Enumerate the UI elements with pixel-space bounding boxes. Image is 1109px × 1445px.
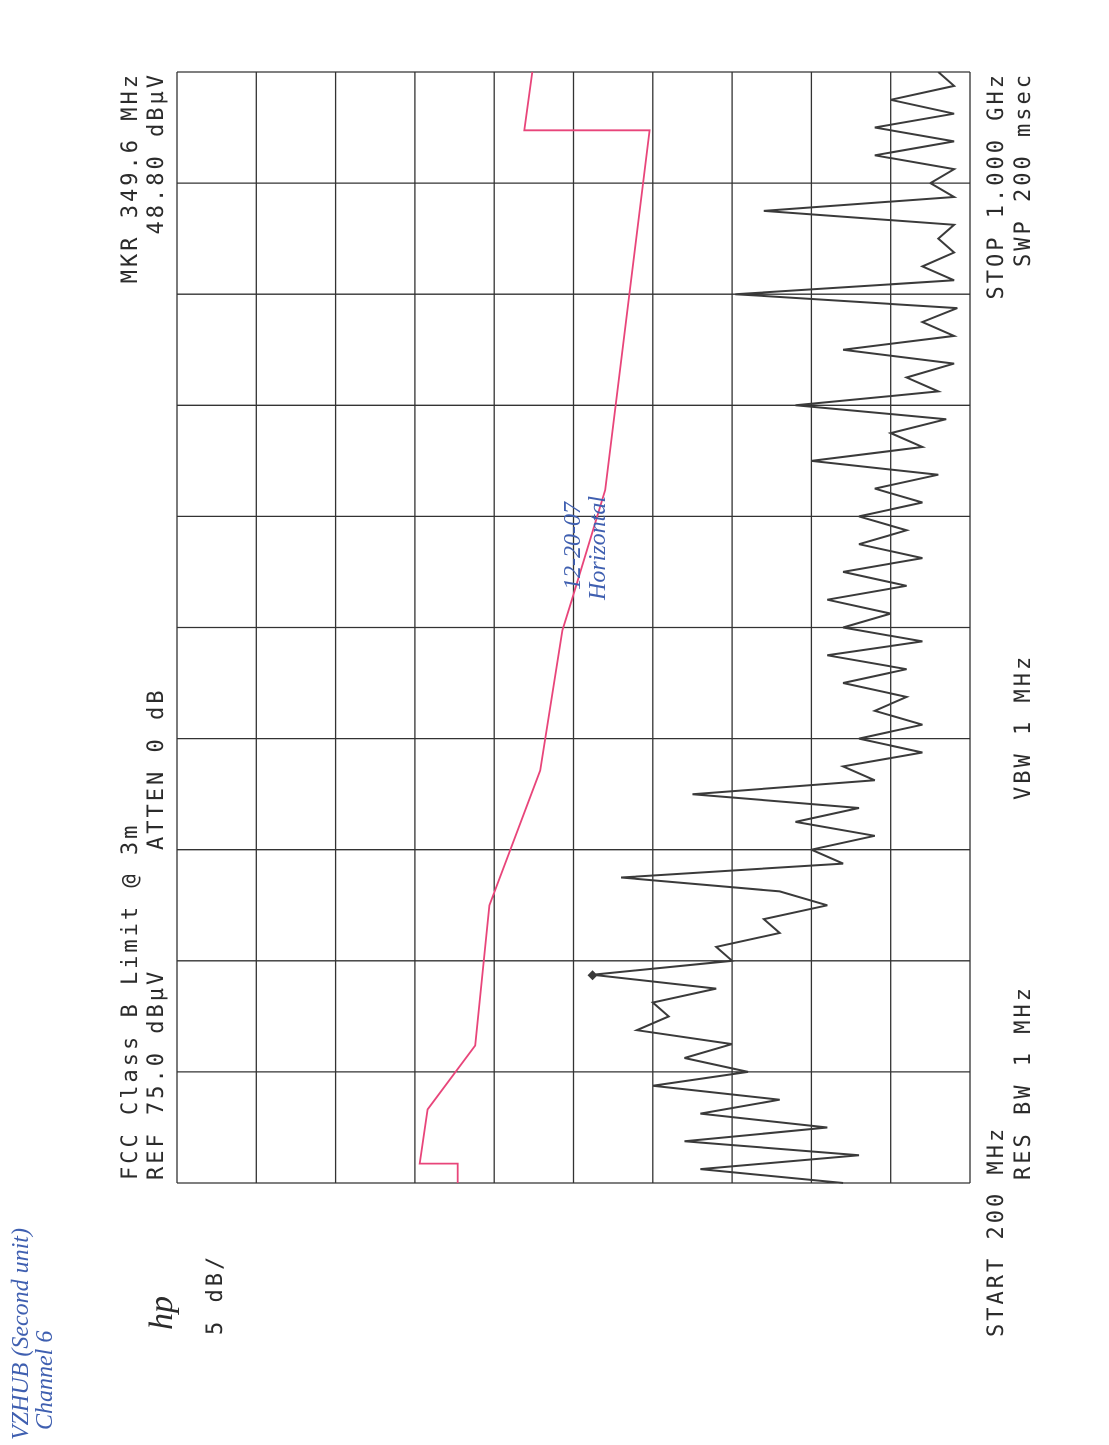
handwritten-note: VZHUB (Second unit) <box>8 1228 34 1440</box>
handwritten-date: 12-20-07 <box>560 501 586 590</box>
rbw: RES BW 1 MHz <box>1011 985 1036 1180</box>
marker <box>587 970 598 981</box>
vbw: VBW 1 MHz <box>1011 654 1036 800</box>
scale: 5 dB/ <box>203 1254 228 1335</box>
limit-line <box>418 71 651 1183</box>
stop-label: STOP 1.000 GHz <box>984 72 1009 299</box>
start-label: START 200 MHz <box>984 1126 1009 1337</box>
title: FCC Class B Limit @ 3m <box>118 823 143 1180</box>
handwritten-note: Channel 6 <box>32 1331 58 1430</box>
handwritten-note: Horizontal <box>585 496 611 601</box>
sweep: SWP 200 msec <box>1011 72 1036 267</box>
trace <box>592 71 958 1184</box>
attenuation: ATTEN 0 dB <box>144 688 169 850</box>
logo: hp <box>143 1296 180 1330</box>
marker-label: MKR 349.6 MHz <box>118 72 143 283</box>
reference: REF 75.0 dBµV <box>144 969 169 1180</box>
marker-value: 48.80 dBµV <box>144 72 169 234</box>
